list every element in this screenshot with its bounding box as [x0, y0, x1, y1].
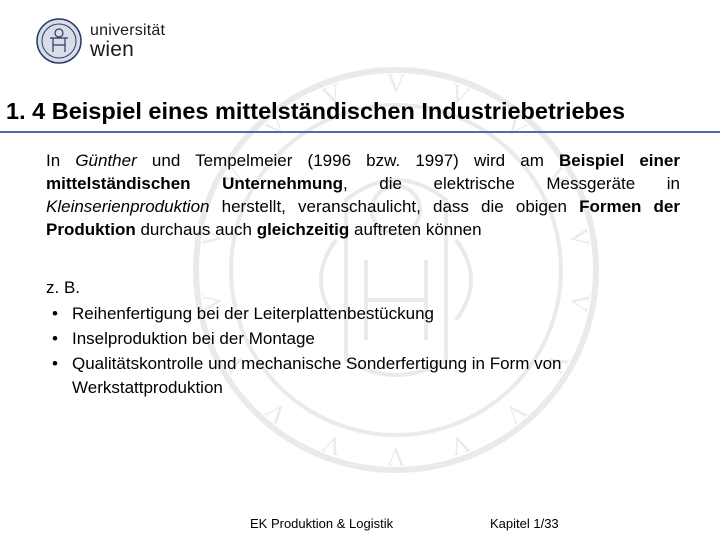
list-item: Inselproduktion bei der Montage: [46, 327, 680, 352]
examples-list: Reihenfertigung bei der Leiterplattenbes…: [46, 302, 680, 401]
para-seg: durchaus auch: [136, 220, 257, 239]
para-seg: , die elektrische Messgeräte in: [343, 174, 680, 193]
footer-course-label: EK Produktion & Logistik: [250, 516, 393, 531]
para-seg-bold: gleichzeitig: [257, 220, 350, 239]
para-seg: herstellt, veranschaulicht, dass die obi…: [210, 197, 580, 216]
para-seg-italic: Kleinserienproduktion: [46, 197, 210, 216]
logo-line-2: wien: [90, 39, 165, 60]
university-logo: universität wien: [36, 18, 165, 64]
svg-text:V: V: [387, 69, 406, 98]
logo-line-1: universität: [90, 23, 165, 39]
list-item: Qualitätskontrolle und mechanische Sonde…: [46, 352, 680, 401]
slide-heading: 1. 4 Beispiel eines mittelständischen In…: [0, 98, 720, 133]
university-wordmark: universität wien: [90, 23, 165, 60]
examples-intro: z. B.: [46, 276, 680, 301]
para-seg: und Tempelmeier (1996 bzw. 1997) wird am: [137, 151, 559, 170]
para-seg: In: [46, 151, 75, 170]
slide-body: In Günther und Tempelmeier (1996 bzw. 19…: [46, 150, 680, 401]
examples-block: z. B. Reihenfertigung bei der Leiterplat…: [46, 276, 680, 401]
footer-page-label: Kapitel 1/33: [490, 516, 559, 531]
para-seg-italic: Günther: [75, 151, 136, 170]
intro-paragraph: In Günther und Tempelmeier (1996 bzw. 19…: [46, 150, 680, 242]
para-seg: auftreten können: [349, 220, 481, 239]
university-seal-icon: [36, 18, 82, 64]
list-item: Reihenfertigung bei der Leiterplattenbes…: [46, 302, 680, 327]
